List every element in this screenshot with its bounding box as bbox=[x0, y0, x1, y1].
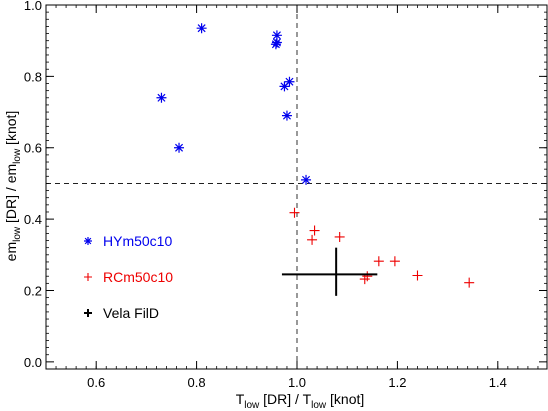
rcm50c10-point bbox=[389, 256, 400, 267]
rcm50c10-point bbox=[362, 271, 373, 282]
reference-lines bbox=[46, 5, 548, 369]
legend: HYm50c10 RCm50c10 Vela FilD bbox=[84, 233, 173, 321]
y-tick-label: 1.0 bbox=[24, 0, 42, 13]
x-tick-label: 1.0 bbox=[288, 375, 306, 390]
rcm50c10-point bbox=[373, 256, 384, 267]
hym50c10-point bbox=[301, 174, 312, 185]
hym50c10-point bbox=[196, 23, 207, 34]
legend-label: RCm50c10 bbox=[103, 269, 173, 285]
data-markers bbox=[156, 23, 475, 296]
legend-asterisk-icon bbox=[84, 237, 92, 245]
hym50c10-point bbox=[156, 92, 167, 103]
y-tick-label: 0.0 bbox=[24, 355, 42, 370]
hym50c10-point bbox=[281, 110, 292, 121]
rcm50c10-point bbox=[309, 225, 320, 236]
y-tick-label: 0.4 bbox=[24, 212, 42, 227]
x-tick-label: 1.2 bbox=[388, 375, 406, 390]
hym50c10-point bbox=[279, 81, 290, 92]
hym50c10-point bbox=[271, 30, 282, 41]
rcm50c10-point bbox=[464, 277, 475, 288]
legend-label: HYm50c10 bbox=[103, 233, 172, 249]
rcm50c10-point bbox=[307, 234, 318, 245]
y-axis-label: emlow [DR] / emlow [knot] bbox=[3, 111, 23, 262]
legend-label: Vela FilD bbox=[103, 305, 159, 321]
y-tick-label: 0.6 bbox=[24, 141, 42, 156]
x-tick-label: 1.4 bbox=[489, 375, 507, 390]
hym50c10-point bbox=[284, 76, 295, 87]
axis-ticks bbox=[46, 4, 547, 369]
x-tick-label: 0.8 bbox=[188, 375, 206, 390]
legend-plus-icon bbox=[84, 273, 92, 281]
x-axis-label: Tlow [DR] / Tlow [knot] bbox=[236, 391, 365, 411]
rcm50c10-point bbox=[359, 274, 370, 285]
hym50c10-point bbox=[174, 142, 185, 153]
rcm50c10-point bbox=[412, 270, 423, 281]
y-tick-label: 0.8 bbox=[24, 69, 42, 84]
rcm50c10-point bbox=[334, 231, 345, 242]
hym50c10-point bbox=[270, 39, 281, 50]
rcm50c10-point bbox=[289, 207, 300, 218]
legend-cross-icon bbox=[84, 309, 92, 317]
y-tick-label: 0.2 bbox=[24, 283, 42, 298]
x-tick-label: 0.6 bbox=[87, 375, 105, 390]
tick-labels: 0.6 0.8 1.0 1.2 1.4 0.0 0.2 0.4 0.6 0.8 1.0 bbox=[24, 0, 507, 390]
